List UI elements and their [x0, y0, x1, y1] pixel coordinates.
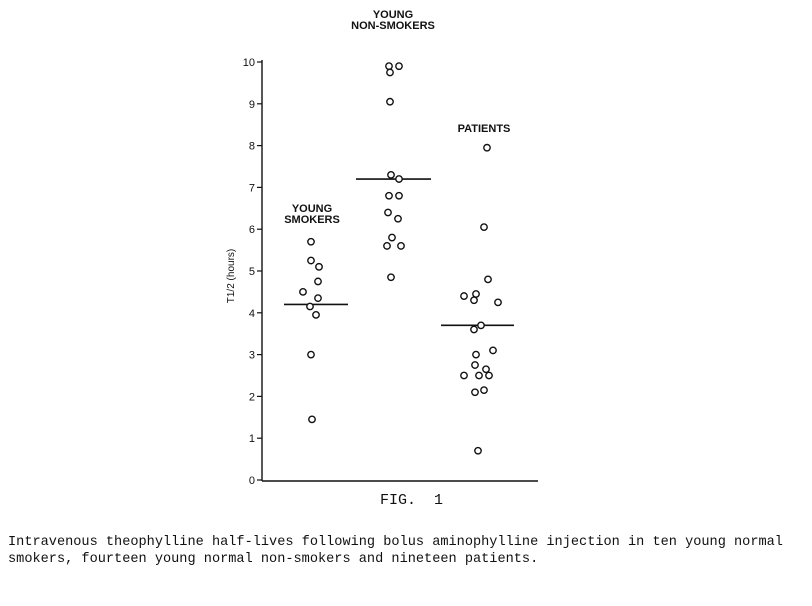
data-point — [384, 208, 392, 217]
data-point — [484, 275, 492, 284]
y-tick-label: 1 — [249, 433, 255, 445]
data-point — [480, 223, 488, 232]
data-point — [306, 302, 314, 311]
y-tick-label: 10 — [243, 57, 255, 69]
data-point — [470, 325, 478, 334]
data-point — [383, 242, 391, 250]
data-point — [315, 262, 323, 271]
group-label: YOUNG — [292, 203, 332, 215]
group-label: PATIENTS — [458, 123, 511, 135]
y-tick-label: 5 — [249, 266, 255, 278]
data-point — [460, 292, 468, 300]
data-point — [471, 361, 479, 369]
group-label: SMOKERS — [284, 214, 340, 226]
data-point — [397, 242, 405, 250]
data-point — [482, 365, 490, 374]
data-point — [387, 273, 395, 282]
data-point — [395, 62, 403, 71]
group-label: NON-SMOKERS — [351, 20, 435, 32]
data-point — [307, 256, 315, 265]
data-point — [394, 214, 402, 223]
data-point — [299, 287, 307, 296]
data-point — [470, 296, 478, 305]
data-point — [388, 233, 396, 242]
data-point — [314, 294, 322, 303]
y-tick-label: 3 — [249, 350, 255, 362]
figure-caption: Intravenous theophylline half-lives foll… — [8, 535, 792, 567]
y-tick-label: 4 — [249, 308, 255, 320]
data-point — [480, 386, 488, 395]
data-point — [475, 371, 483, 380]
data-point — [483, 143, 491, 152]
data-point — [472, 350, 480, 359]
data-point — [494, 298, 502, 307]
figure-label: FIG. 1 — [380, 492, 444, 509]
y-tick-label: 8 — [249, 141, 255, 153]
data-point — [307, 237, 315, 246]
data-point — [395, 175, 403, 183]
y-axis-label: T1/2 (hours) — [226, 249, 237, 303]
data-point — [312, 310, 320, 319]
y-tick-label: 7 — [249, 182, 255, 194]
data-point — [485, 371, 493, 380]
data-point — [460, 371, 468, 380]
y-tick-label: 6 — [249, 224, 255, 236]
data-point — [474, 446, 482, 455]
data-point — [472, 290, 480, 298]
data-point — [386, 68, 394, 77]
data-point — [385, 62, 393, 71]
data-point — [489, 346, 497, 355]
data-point — [314, 277, 322, 286]
data-group: PATIENTS — [441, 123, 514, 455]
data-point — [477, 321, 485, 330]
data-point — [395, 191, 403, 200]
data-point — [386, 97, 394, 106]
y-tick-label: 2 — [249, 391, 255, 403]
data-point — [471, 388, 479, 397]
group-label: YOUNG — [373, 9, 413, 21]
data-point — [387, 170, 395, 179]
y-tick-label: 9 — [249, 99, 255, 111]
data-point — [307, 350, 315, 359]
data-point — [385, 191, 393, 200]
y-tick-label: 0 — [249, 475, 255, 487]
data-point — [308, 415, 316, 424]
